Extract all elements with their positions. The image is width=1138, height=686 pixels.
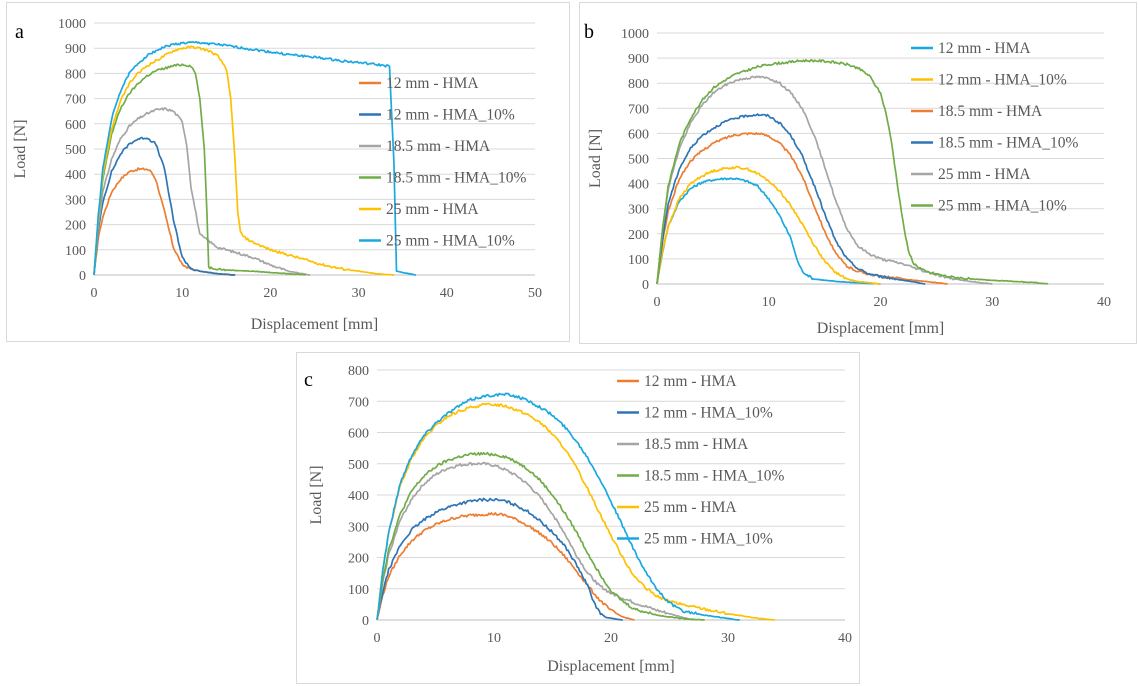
series-line: [656, 177, 881, 285]
x-tick-label: 20: [604, 631, 618, 646]
legend-entry: 18.5 mm - HMA_10%: [644, 468, 784, 485]
x-tick-label: 0: [374, 631, 381, 646]
x-tick-label: 30: [352, 286, 366, 301]
legend-entry: 18.5 mm - HMA: [386, 138, 491, 155]
y-tick-label: 100: [628, 253, 649, 268]
legend-entry: 18.5 mm - HMA: [938, 103, 1043, 120]
legend-entry: 12 mm - HMA: [938, 40, 1031, 57]
legend-entry: 12 mm - HMA: [386, 75, 479, 92]
legend-entry: 25 mm - HMA_10%: [938, 198, 1067, 215]
y-tick-label: 600: [65, 118, 86, 133]
y-axis-title: Load [N]: [12, 119, 29, 178]
series-line: [656, 58, 1049, 285]
y-tick-label: 900: [65, 42, 86, 57]
series-line: [376, 402, 775, 621]
chart-b-svg: 0 100 200 300 400 500 600 700 800 900 1000 0 10 20 30 4…: [584, 21, 1111, 337]
y-tick-label: 500: [628, 153, 649, 168]
chart-panel-a: 0 100 200 300 400 500 600 700 800 900 1000 0 10 20 30 4…: [6, 2, 570, 342]
panel-label: a: [15, 21, 24, 43]
x-axis-title: Displacement [mm]: [547, 658, 675, 675]
legend-entry: 25 mm - HMA_10%: [644, 531, 773, 548]
x-tick-label: 0: [654, 295, 661, 310]
panel-label: c: [304, 369, 313, 391]
series-line: [656, 165, 881, 285]
series-line: [93, 63, 306, 276]
legend-entry: 12 mm - HMA_10%: [644, 405, 773, 422]
y-tick-label: 500: [348, 458, 369, 473]
y-tick-label: 1000: [621, 27, 649, 42]
y-tick-label: 300: [348, 520, 369, 535]
series-line: [656, 113, 926, 285]
chart-a-svg: 0 100 200 300 400 500 600 700 800 900 1000 0 10 20 30 4…: [12, 17, 542, 333]
series-line: [93, 40, 416, 276]
y-tick-label: 0: [79, 269, 86, 284]
legend-entry: 25 mm - HMA_10%: [386, 233, 515, 250]
series-line: [93, 107, 311, 276]
y-tick-label: 100: [348, 583, 369, 598]
legend-entry: 18.5 mm - HMA: [644, 436, 749, 453]
chart-c-svg: 0 100 200 300 400 500 600 700 800 0 10 20 30 40 12 mm …: [304, 364, 852, 675]
x-tick-label: 10: [762, 295, 776, 310]
x-tick-label: 30: [985, 295, 999, 310]
legend-entry: 25 mm - HMA: [938, 166, 1031, 183]
series-line: [376, 497, 623, 621]
y-tick-label: 200: [65, 219, 86, 234]
y-tick-label: 800: [628, 77, 649, 92]
x-tick-label: 40: [1097, 295, 1111, 310]
series-line: [93, 167, 236, 276]
x-tick-label: 40: [440, 286, 454, 301]
y-tick-label: 1000: [58, 17, 86, 32]
legend-entry: 18.5 mm - HMA_10%: [938, 135, 1078, 152]
series-line: [93, 136, 236, 276]
y-tick-label: 200: [628, 228, 649, 243]
y-tick-label: 900: [628, 52, 649, 67]
panel-label: b: [584, 21, 594, 43]
y-tick-label: 700: [628, 102, 649, 117]
x-axis-title: Displacement [mm]: [817, 320, 945, 337]
y-tick-label: 700: [348, 395, 369, 410]
y-tick-label: 700: [65, 93, 86, 108]
chart-panel-b: 0 100 200 300 400 500 600 700 800 900 1000 0 10 20 30 4…: [579, 2, 1137, 344]
y-tick-label: 400: [628, 178, 649, 193]
y-tick-label: 500: [65, 143, 86, 158]
y-tick-label: 600: [628, 127, 649, 142]
y-axis-title: Load [N]: [308, 465, 325, 524]
y-tick-label: 0: [362, 614, 369, 629]
y-tick-label: 800: [348, 364, 369, 379]
x-tick-label: 30: [721, 631, 735, 646]
series-line: [656, 132, 948, 285]
x-axis-title: Displacement [mm]: [251, 316, 379, 333]
series-line: [376, 461, 694, 621]
legend-entry: 12 mm - HMA: [644, 373, 737, 390]
x-tick-label: 10: [487, 631, 501, 646]
series-line: [376, 512, 635, 621]
y-tick-label: 800: [65, 67, 86, 82]
y-tick-label: 100: [65, 244, 86, 259]
legend-entry: 12 mm - HMA_10%: [386, 107, 515, 124]
series-line: [376, 451, 705, 621]
y-tick-label: 300: [628, 203, 649, 218]
legend-entry: 25 mm - HMA: [644, 499, 737, 516]
x-tick-label: 50: [528, 286, 542, 301]
x-tick-label: 20: [263, 286, 277, 301]
y-tick-label: 300: [65, 193, 86, 208]
series-line: [376, 392, 740, 621]
y-tick-label: 0: [642, 278, 649, 293]
x-tick-label: 10: [175, 286, 189, 301]
legend-entry: 18.5 mm - HMA_10%: [386, 170, 526, 187]
chart-panel-c: 0 100 200 300 400 500 600 700 800 0 10 20 30 40 12 mm …: [296, 352, 860, 684]
x-tick-label: 40: [838, 631, 852, 646]
y-axis-title: Load [N]: [587, 129, 604, 188]
y-tick-label: 200: [348, 552, 369, 567]
series-line: [93, 45, 394, 276]
x-tick-label: 20: [874, 295, 888, 310]
legend-entry: 25 mm - HMA: [386, 201, 479, 218]
x-tick-label: 0: [91, 286, 98, 301]
legend-entry: 12 mm - HMA_10%: [938, 72, 1067, 89]
y-tick-label: 400: [348, 489, 369, 504]
y-tick-label: 400: [65, 168, 86, 183]
y-tick-label: 600: [348, 427, 369, 442]
